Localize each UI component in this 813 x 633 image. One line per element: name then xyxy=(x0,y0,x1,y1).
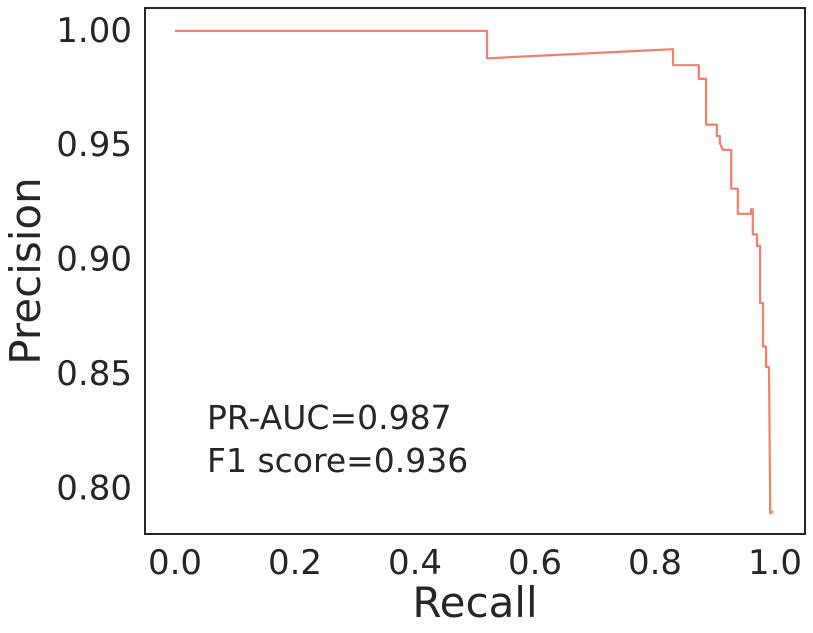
x-tick-label: 0.4 xyxy=(388,543,442,583)
y-tick-label: 0.85 xyxy=(56,354,132,394)
f1-score-annotation: F1 score=0.936 xyxy=(207,441,468,480)
x-tick-label: 0.6 xyxy=(508,543,562,583)
x-tick-labels: 0.0 0.2 0.4 0.6 0.8 1.0 xyxy=(148,543,802,583)
y-tick-label: 0.95 xyxy=(56,125,132,165)
y-tick-label: 0.90 xyxy=(56,240,132,280)
pr-auc-annotation: PR-AUC=0.987 xyxy=(207,398,452,437)
x-tick-label: 1.0 xyxy=(748,543,802,583)
series-layer xyxy=(175,29,774,515)
plot-area xyxy=(144,7,806,535)
y-tick-label: 1.00 xyxy=(56,11,132,51)
x-tick-label: 0.2 xyxy=(268,543,322,583)
x-tick-label: 0.8 xyxy=(628,543,682,583)
y-tick-labels: 0.80 0.85 0.90 0.95 1.00 xyxy=(56,11,132,508)
x-tick-label: 0.0 xyxy=(148,543,202,583)
x-axis-label: Recall xyxy=(412,578,537,627)
y-tick-label: 0.80 xyxy=(56,468,132,508)
y-axis-label: Precision xyxy=(1,177,50,364)
pr-curve-line xyxy=(175,29,774,515)
